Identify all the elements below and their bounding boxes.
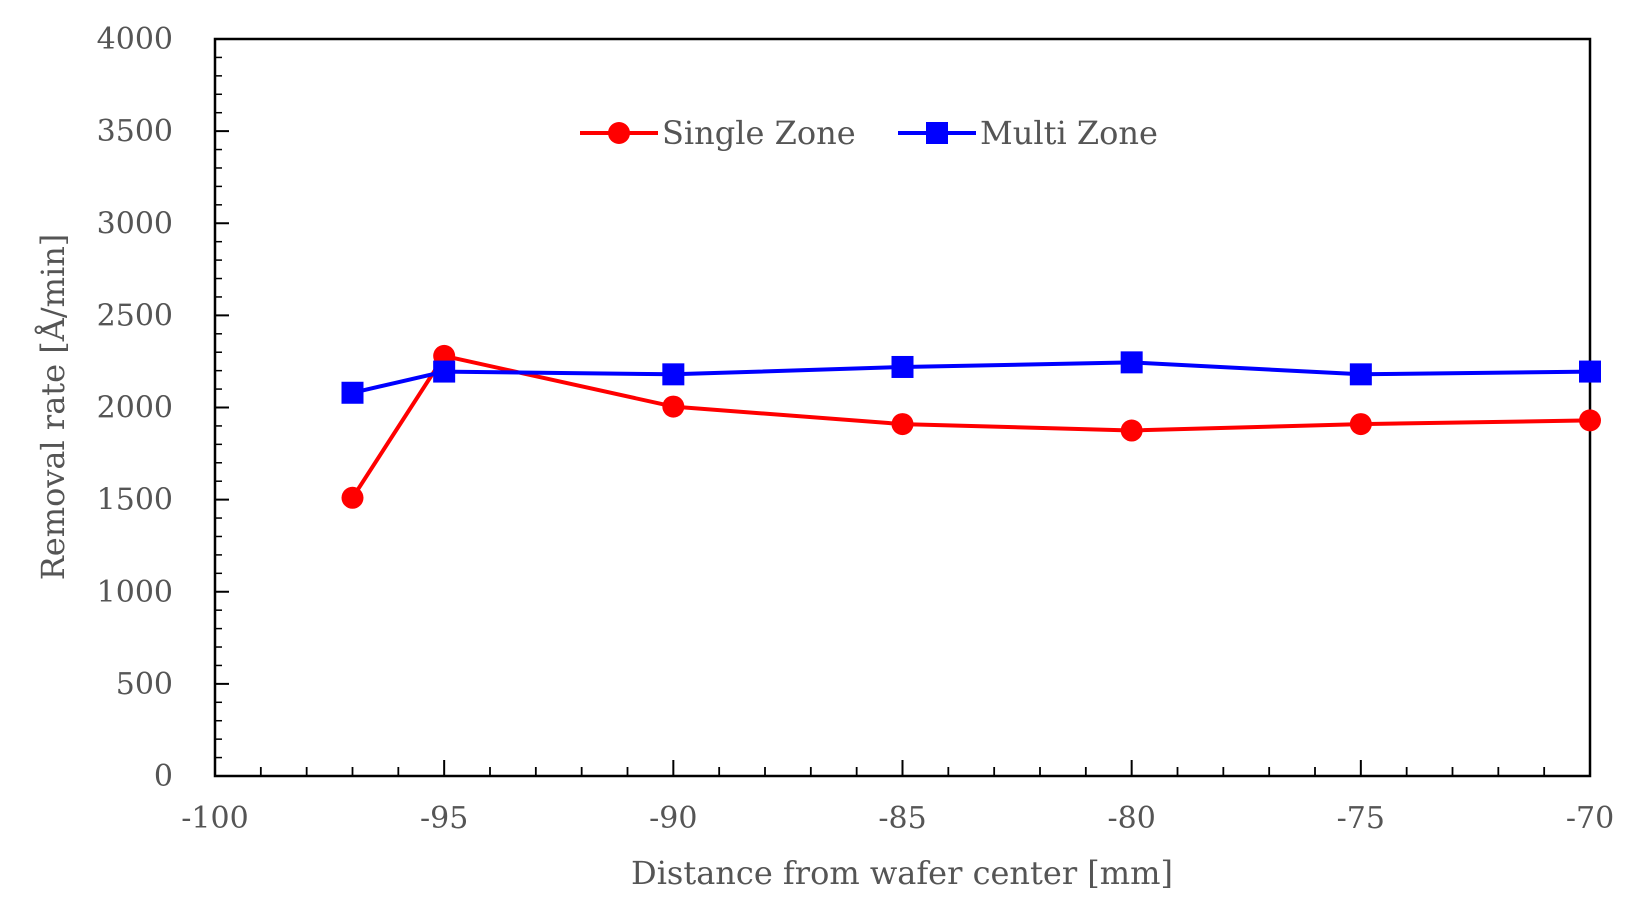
y-tick-label: 0 bbox=[154, 759, 173, 794]
series-line-single-zone bbox=[350, 353, 1591, 499]
x-tick-label: -80 bbox=[1108, 801, 1156, 836]
y-tick-label: 1000 bbox=[97, 575, 173, 610]
y-tick-label: 2000 bbox=[97, 391, 173, 426]
data-point-single-zone bbox=[1579, 409, 1601, 432]
data-point-multi-zone bbox=[433, 360, 456, 383]
y-tick-label: 3500 bbox=[97, 114, 173, 149]
minor-ticks bbox=[215, 56, 1546, 776]
legend: Single Zone Multi Zone bbox=[580, 114, 1158, 152]
legend-label-single-zone: Single Zone bbox=[662, 114, 856, 152]
x-tick-label: -75 bbox=[1337, 801, 1385, 836]
data-point-single-zone bbox=[1349, 413, 1372, 436]
data-point-multi-zone bbox=[341, 381, 364, 404]
series-multi-zone bbox=[341, 351, 1601, 404]
data-point-single-zone bbox=[662, 395, 685, 418]
y-tick-label: 3000 bbox=[97, 206, 173, 241]
y-tick-label: 4000 bbox=[97, 22, 173, 57]
data-point-single-zone bbox=[891, 413, 914, 436]
major-ticks bbox=[214, 38, 1591, 777]
data-point-single-zone bbox=[1120, 419, 1143, 442]
x-tick-label: -90 bbox=[649, 801, 697, 836]
x-tick-labels: -100 -95 -90 -85 -80 -75 -70 bbox=[181, 801, 1614, 836]
y-tick-label: 500 bbox=[116, 667, 173, 702]
y-tick-labels: 0 500 1000 1500 2000 2500 3000 3500 4000 bbox=[97, 22, 173, 794]
x-tick-label: -85 bbox=[878, 801, 926, 836]
data-point-single-zone bbox=[341, 486, 364, 509]
x-tick-label: -100 bbox=[181, 801, 248, 836]
data-point-multi-zone bbox=[1349, 363, 1372, 386]
y-axis-label: Removal rate [Å/min] bbox=[34, 234, 72, 581]
data-point-multi-zone bbox=[891, 355, 914, 378]
y-tick-label: 2500 bbox=[97, 298, 173, 333]
data-point-multi-zone bbox=[662, 363, 685, 386]
data-point-multi-zone bbox=[1579, 360, 1601, 383]
series-single-zone bbox=[341, 344, 1601, 509]
series-layer bbox=[341, 344, 1601, 509]
legend-marker-multi-zone bbox=[926, 122, 948, 144]
x-tick-label: -70 bbox=[1566, 801, 1614, 836]
data-point-multi-zone bbox=[1120, 351, 1143, 374]
x-axis-label: Distance from wafer center [mm] bbox=[631, 854, 1173, 892]
plot-area-frame bbox=[213, 37, 1592, 778]
legend-marker-single-zone bbox=[608, 122, 630, 144]
legend-label-multi-zone: Multi Zone bbox=[980, 114, 1158, 152]
y-tick-label: 1500 bbox=[97, 483, 173, 518]
x-tick-label: -95 bbox=[420, 801, 468, 836]
